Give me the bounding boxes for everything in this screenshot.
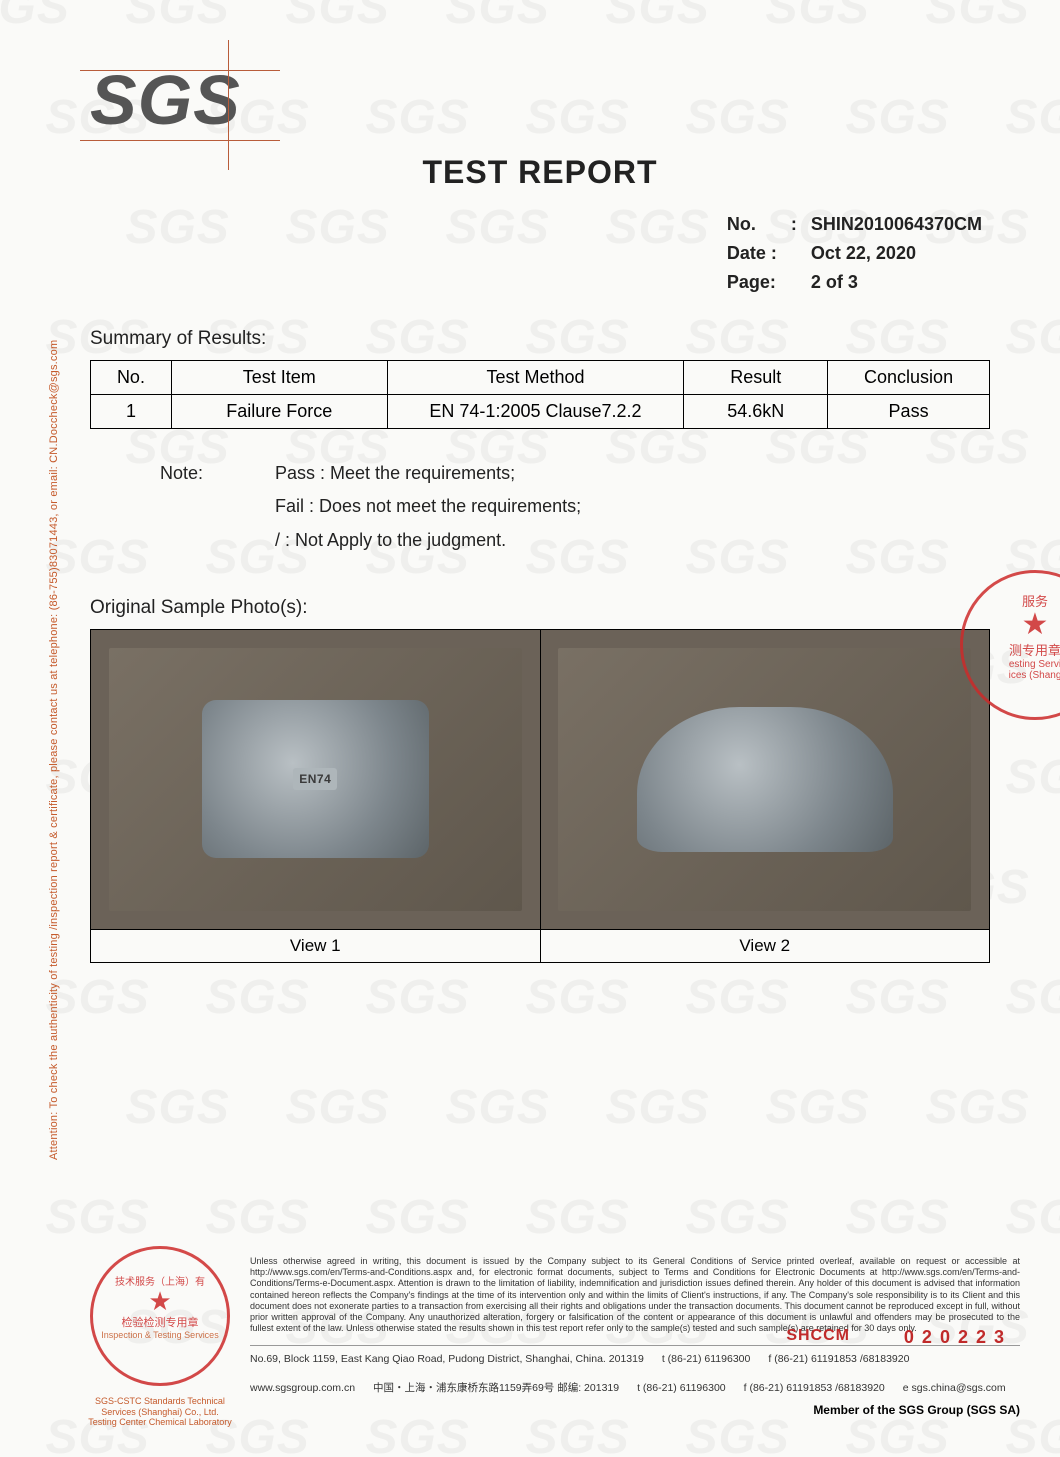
photo-grid: EN74 View 1 View 2 bbox=[90, 629, 990, 963]
summary-label: Summary of Results: bbox=[90, 328, 990, 350]
report-meta: No. : SHIN2010064370CM Date : Oct 22, 20… bbox=[90, 209, 990, 298]
photo-view1: EN74 bbox=[91, 629, 541, 929]
cell-method: EN 74-1:2005 Clause7.2.2 bbox=[387, 395, 684, 429]
cell-item: Failure Force bbox=[171, 395, 387, 429]
col-conclusion: Conclusion bbox=[828, 361, 990, 395]
col-no: No. bbox=[91, 361, 172, 395]
meta-no-label: No. bbox=[721, 211, 783, 238]
table-row: 1 Failure Force EN 74-1:2005 Clause7.2.2… bbox=[91, 395, 990, 429]
note-label: Note: bbox=[160, 457, 270, 490]
sample-marking: EN74 bbox=[293, 768, 337, 790]
sgs-logo: SGS bbox=[90, 60, 241, 140]
table-header-row: No. Test Item Test Method Result Conclus… bbox=[91, 361, 990, 395]
note-pass: Pass : Meet the requirements; bbox=[275, 463, 515, 483]
col-method: Test Method bbox=[387, 361, 684, 395]
col-result: Result bbox=[684, 361, 828, 395]
note-na: / : Not Apply to the judgment. bbox=[275, 530, 506, 550]
cell-no: 1 bbox=[91, 395, 172, 429]
page-content: SGS TEST REPORT No. : SHIN2010064370CM D… bbox=[0, 0, 1060, 1457]
cell-result: 54.6kN bbox=[684, 395, 828, 429]
meta-page-value: 2 of 3 bbox=[805, 269, 988, 296]
photos-label: Original Sample Photo(s): bbox=[90, 597, 990, 619]
cell-conclusion: Pass bbox=[828, 395, 990, 429]
caption-view1: View 1 bbox=[91, 929, 541, 962]
report-title: TEST REPORT bbox=[90, 154, 990, 191]
note-block: Note: Pass : Meet the requirements; Fail… bbox=[160, 457, 990, 557]
star-icon: ★ bbox=[963, 610, 1060, 640]
logo-text: SGS bbox=[90, 61, 241, 139]
note-fail: Fail : Does not meet the requirements; bbox=[275, 496, 581, 516]
meta-date-label: Date : bbox=[721, 240, 783, 267]
meta-date-value: Oct 22, 2020 bbox=[805, 240, 988, 267]
results-table: No. Test Item Test Method Result Conclus… bbox=[90, 360, 990, 429]
col-item: Test Item bbox=[171, 361, 387, 395]
meta-page-label: Page: bbox=[721, 269, 783, 296]
photo-view2 bbox=[540, 629, 990, 929]
caption-view2: View 2 bbox=[540, 929, 990, 962]
meta-no-value: SHIN2010064370CM bbox=[805, 211, 988, 238]
